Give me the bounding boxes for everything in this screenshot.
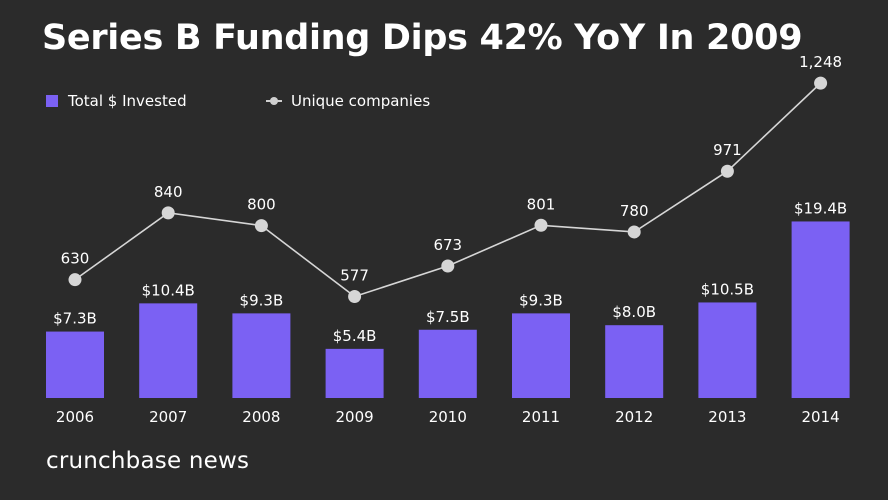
bar-value-label-2013: $10.5B bbox=[701, 280, 754, 298]
legend-label-total-invested: Total $ Invested bbox=[68, 92, 187, 110]
bar-2014 bbox=[791, 221, 850, 398]
line-point-2008 bbox=[254, 219, 268, 233]
bar-2006 bbox=[46, 331, 104, 398]
x-tick-label-2010: 2010 bbox=[429, 408, 467, 426]
bar-value-label-2006: $7.3B bbox=[53, 310, 97, 328]
bar-value-label-2007: $10.4B bbox=[142, 281, 195, 299]
legend-item-unique-companies: Unique companies bbox=[266, 92, 430, 110]
line-value-label-2010: 673 bbox=[433, 236, 462, 254]
line-point-2011 bbox=[534, 218, 548, 232]
bar-2013 bbox=[698, 302, 757, 398]
x-tick-label-2012: 2012 bbox=[615, 408, 653, 426]
bar-value-label-2010: $7.5B bbox=[426, 308, 470, 326]
line-value-label-2012: 780 bbox=[620, 202, 649, 220]
line-value-label-2008: 800 bbox=[247, 196, 276, 214]
line-point-2013 bbox=[720, 164, 734, 178]
bar-2011 bbox=[512, 313, 570, 398]
legend-line-marker bbox=[266, 95, 282, 107]
x-tick-label-2007: 2007 bbox=[149, 408, 187, 426]
line-value-label-2009: 577 bbox=[340, 267, 369, 285]
bar-value-label-2008: $9.3B bbox=[240, 291, 284, 309]
line-point-2007 bbox=[161, 206, 175, 220]
line-value-label-2013: 971 bbox=[713, 141, 742, 159]
x-tick-label-2014: 2014 bbox=[802, 408, 840, 426]
line-point-2006 bbox=[68, 273, 82, 287]
bar-value-label-2011: $9.3B bbox=[519, 291, 563, 309]
bar-2010 bbox=[418, 329, 477, 398]
x-tick-label-2011: 2011 bbox=[522, 408, 560, 426]
x-tick-label-2013: 2013 bbox=[708, 408, 746, 426]
line-point-2009 bbox=[348, 290, 362, 304]
line-value-label-2006: 630 bbox=[61, 250, 90, 268]
bar-2012 bbox=[605, 325, 664, 398]
line-value-label-2011: 801 bbox=[527, 195, 556, 213]
line-value-label-2007: 840 bbox=[154, 183, 183, 201]
legend-bar-swatch bbox=[46, 95, 58, 107]
line-point-2012 bbox=[627, 225, 641, 239]
bar-value-label-2009: $5.4B bbox=[333, 327, 377, 345]
line-point-2010 bbox=[441, 259, 455, 273]
bar-2008 bbox=[232, 313, 291, 398]
legend-item-total-invested: Total $ Invested bbox=[46, 92, 187, 110]
chart-title: Series B Funding Dips 42% YoY In 2009 bbox=[42, 18, 803, 58]
x-tick-label-2006: 2006 bbox=[56, 408, 94, 426]
x-tick-label-2009: 2009 bbox=[336, 408, 374, 426]
legend-label-unique-companies: Unique companies bbox=[291, 92, 431, 110]
brand-wordmark: crunchbase news bbox=[46, 448, 250, 474]
bar-2009 bbox=[325, 348, 384, 398]
line-value-label-2014: 1,248 bbox=[799, 53, 842, 71]
bar-value-label-2012: $8.0B bbox=[612, 303, 656, 321]
line-point-2014 bbox=[814, 76, 828, 90]
x-tick-label-2008: 2008 bbox=[242, 408, 280, 426]
bar-2007 bbox=[139, 303, 198, 398]
bar-value-label-2014: $19.4B bbox=[794, 199, 847, 217]
